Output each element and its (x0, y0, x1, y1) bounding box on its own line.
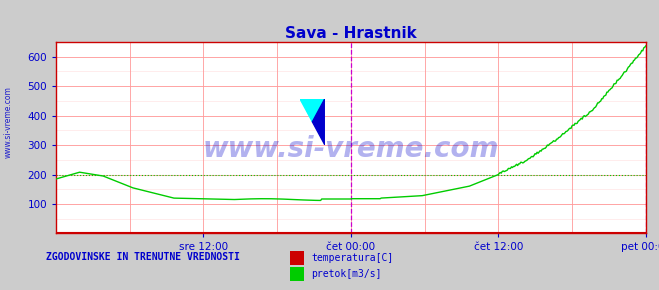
Text: temperatura[C]: temperatura[C] (311, 253, 393, 263)
Text: www.si-vreme.com: www.si-vreme.com (3, 86, 13, 158)
Polygon shape (312, 99, 325, 145)
Text: www.si-vreme.com: www.si-vreme.com (203, 135, 499, 163)
Polygon shape (300, 99, 325, 122)
Text: ZGODOVINSKE IN TRENUTNE VREDNOSTI: ZGODOVINSKE IN TRENUTNE VREDNOSTI (46, 251, 240, 262)
Text: pretok[m3/s]: pretok[m3/s] (311, 269, 382, 279)
Title: Sava - Hrastnik: Sava - Hrastnik (285, 26, 416, 41)
